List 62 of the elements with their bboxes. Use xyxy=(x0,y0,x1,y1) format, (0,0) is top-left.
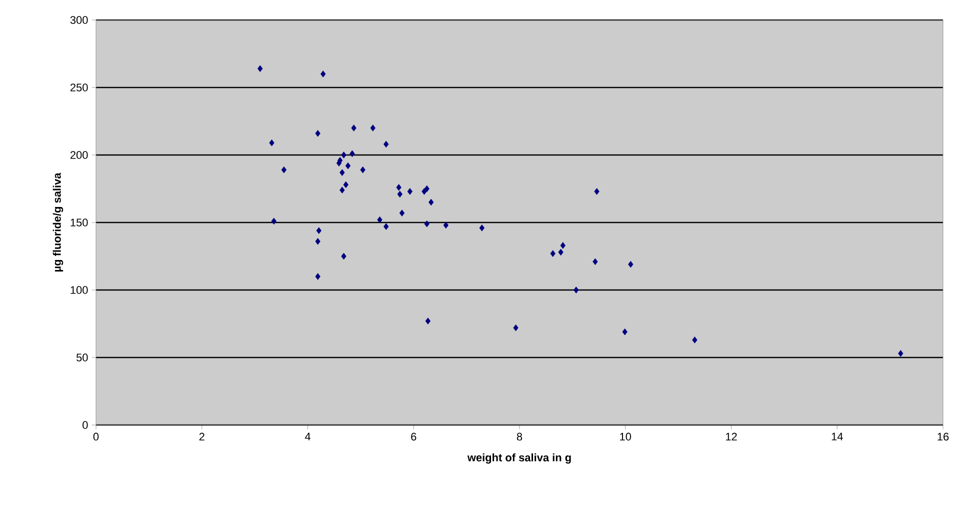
y-tick-label: 250 xyxy=(70,84,88,92)
point xyxy=(574,286,579,294)
point xyxy=(560,242,566,249)
point xyxy=(370,124,376,132)
point xyxy=(692,336,698,344)
x-tick-label: 8 xyxy=(516,432,522,441)
point xyxy=(340,186,345,194)
point xyxy=(396,184,402,191)
point xyxy=(271,218,276,225)
y-tick-label: 300 xyxy=(70,16,88,24)
y-axis-title: µg fluoride/g saliva xyxy=(52,172,64,272)
y-tick-label: 100 xyxy=(70,286,88,294)
point xyxy=(399,210,405,216)
y-tick-label: 0 xyxy=(82,421,88,429)
y-tick-label: 50 xyxy=(76,354,88,362)
point xyxy=(384,140,389,148)
point xyxy=(360,166,366,174)
point xyxy=(384,223,389,230)
y-tick-label: 150 xyxy=(70,218,88,226)
point xyxy=(513,324,518,332)
point xyxy=(422,188,427,195)
point xyxy=(316,227,322,234)
point xyxy=(269,139,274,146)
x-tick-label: 12 xyxy=(726,432,737,440)
point xyxy=(479,224,485,232)
point xyxy=(898,350,904,357)
point xyxy=(407,188,413,195)
point xyxy=(350,150,355,158)
point xyxy=(351,124,356,132)
point xyxy=(558,248,564,256)
point xyxy=(594,188,600,195)
x-tick-label: 14 xyxy=(832,432,843,440)
x-tick-label: 6 xyxy=(411,432,416,441)
y-tick-label: 200 xyxy=(70,151,88,159)
x-axis-title: weight of saliva in g xyxy=(467,453,571,464)
point xyxy=(258,65,263,72)
point xyxy=(424,220,430,228)
point xyxy=(377,216,382,224)
point xyxy=(622,328,628,336)
x-tick-label: 16 xyxy=(938,432,949,441)
point xyxy=(345,162,351,170)
point xyxy=(425,318,431,324)
point xyxy=(428,198,434,206)
point xyxy=(315,273,320,280)
x-tick-label: 4 xyxy=(304,432,310,440)
point xyxy=(341,152,346,158)
point xyxy=(592,258,598,266)
point xyxy=(550,250,556,257)
x-tick-label: 2 xyxy=(199,432,204,440)
point xyxy=(397,190,402,198)
point xyxy=(281,166,287,174)
point xyxy=(341,252,346,260)
point xyxy=(315,238,320,245)
point xyxy=(628,260,634,268)
x-tick-label: 0 xyxy=(93,432,99,441)
point xyxy=(340,169,345,176)
point xyxy=(320,70,326,78)
point xyxy=(315,130,320,137)
point xyxy=(343,181,348,188)
x-tick-label: 10 xyxy=(620,432,632,441)
point xyxy=(443,222,449,229)
point xyxy=(424,185,430,192)
